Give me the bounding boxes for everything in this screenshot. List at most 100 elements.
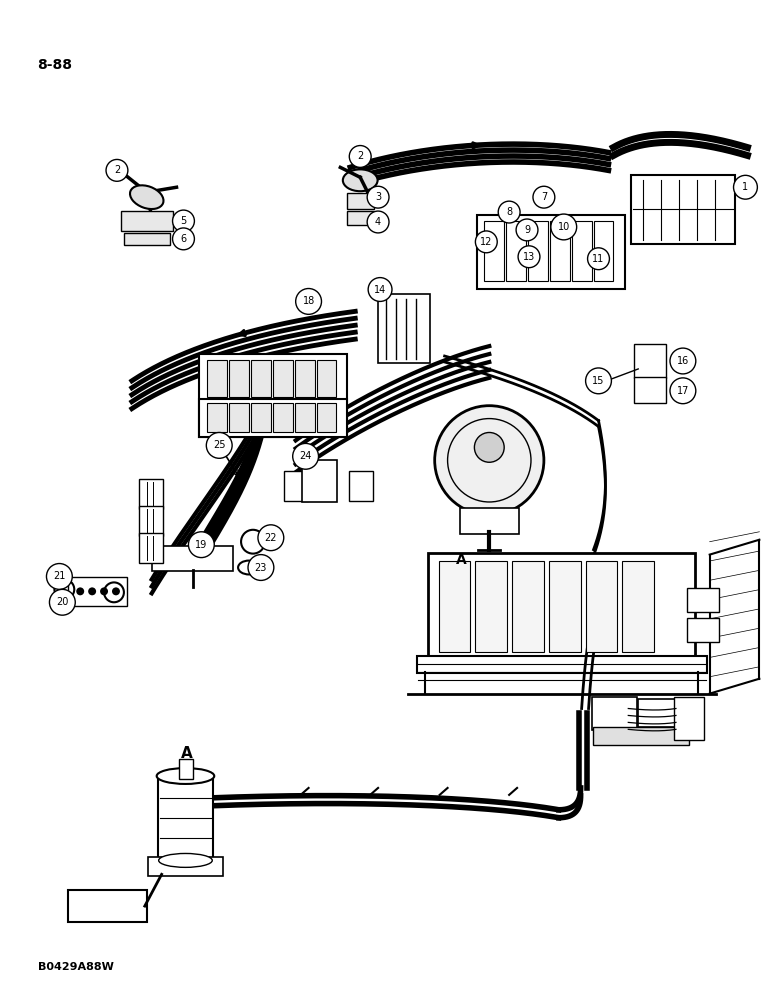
Circle shape <box>189 532 214 558</box>
Circle shape <box>47 564 73 589</box>
Circle shape <box>296 289 321 314</box>
FancyBboxPatch shape <box>572 221 591 281</box>
Text: 13: 13 <box>523 252 535 262</box>
FancyBboxPatch shape <box>251 360 271 397</box>
Text: 14: 14 <box>374 285 386 295</box>
Circle shape <box>434 406 544 515</box>
Text: 24: 24 <box>300 451 312 461</box>
Ellipse shape <box>343 169 378 191</box>
FancyBboxPatch shape <box>273 403 292 432</box>
Circle shape <box>258 525 284 551</box>
Circle shape <box>587 248 609 270</box>
FancyBboxPatch shape <box>484 221 504 281</box>
FancyBboxPatch shape <box>475 561 507 652</box>
Circle shape <box>516 219 538 241</box>
FancyBboxPatch shape <box>302 460 338 502</box>
Text: 9: 9 <box>524 225 530 235</box>
Circle shape <box>172 210 194 232</box>
Circle shape <box>474 432 504 462</box>
Circle shape <box>518 246 540 268</box>
Circle shape <box>76 587 84 595</box>
Text: 4: 4 <box>375 217 381 227</box>
FancyBboxPatch shape <box>591 697 637 730</box>
Circle shape <box>100 587 108 595</box>
FancyBboxPatch shape <box>634 344 666 378</box>
FancyBboxPatch shape <box>417 656 707 673</box>
FancyBboxPatch shape <box>622 561 654 652</box>
Text: 17: 17 <box>677 386 689 396</box>
FancyBboxPatch shape <box>550 221 569 281</box>
FancyBboxPatch shape <box>295 403 314 432</box>
Circle shape <box>733 175 757 199</box>
Ellipse shape <box>130 185 164 209</box>
Text: 1: 1 <box>743 182 749 192</box>
Text: 7: 7 <box>541 192 547 202</box>
FancyBboxPatch shape <box>207 403 227 432</box>
Circle shape <box>88 587 96 595</box>
FancyBboxPatch shape <box>586 561 617 652</box>
FancyBboxPatch shape <box>674 697 704 740</box>
Text: 22: 22 <box>264 533 277 543</box>
FancyBboxPatch shape <box>631 175 735 244</box>
Circle shape <box>368 278 392 301</box>
FancyBboxPatch shape <box>593 727 689 745</box>
Circle shape <box>586 368 612 394</box>
Text: 25: 25 <box>213 440 225 450</box>
FancyBboxPatch shape <box>124 233 169 245</box>
FancyBboxPatch shape <box>251 403 271 432</box>
FancyBboxPatch shape <box>317 403 336 432</box>
Circle shape <box>248 555 274 580</box>
FancyBboxPatch shape <box>349 471 373 501</box>
FancyBboxPatch shape <box>295 360 314 397</box>
FancyBboxPatch shape <box>229 360 249 397</box>
FancyBboxPatch shape <box>179 759 193 779</box>
FancyBboxPatch shape <box>158 774 213 862</box>
Text: 8-88: 8-88 <box>37 58 73 72</box>
FancyBboxPatch shape <box>207 360 227 397</box>
Text: A: A <box>456 553 467 567</box>
FancyBboxPatch shape <box>438 561 470 652</box>
Text: 3: 3 <box>375 192 381 202</box>
FancyBboxPatch shape <box>121 211 172 231</box>
FancyBboxPatch shape <box>594 221 613 281</box>
FancyBboxPatch shape <box>139 479 163 509</box>
FancyBboxPatch shape <box>459 508 519 534</box>
FancyBboxPatch shape <box>634 377 666 403</box>
Circle shape <box>551 214 576 240</box>
FancyBboxPatch shape <box>427 553 695 661</box>
FancyBboxPatch shape <box>69 890 147 922</box>
FancyBboxPatch shape <box>151 546 233 571</box>
Circle shape <box>670 378 696 404</box>
FancyBboxPatch shape <box>69 577 127 606</box>
FancyBboxPatch shape <box>477 215 626 289</box>
Text: 2: 2 <box>357 151 363 161</box>
Circle shape <box>49 589 75 615</box>
Circle shape <box>670 348 696 374</box>
Ellipse shape <box>157 768 214 784</box>
FancyBboxPatch shape <box>139 506 163 536</box>
FancyBboxPatch shape <box>687 618 718 642</box>
FancyBboxPatch shape <box>317 360 336 397</box>
FancyBboxPatch shape <box>506 221 526 281</box>
FancyBboxPatch shape <box>512 561 544 652</box>
Text: 8: 8 <box>506 207 512 217</box>
FancyBboxPatch shape <box>273 360 292 397</box>
Circle shape <box>367 186 389 208</box>
Text: A: A <box>181 746 193 761</box>
Circle shape <box>349 146 371 167</box>
Text: 10: 10 <box>558 222 570 232</box>
FancyBboxPatch shape <box>147 857 223 876</box>
FancyBboxPatch shape <box>200 399 347 437</box>
FancyBboxPatch shape <box>229 403 249 432</box>
Text: B0429A88W: B0429A88W <box>37 962 113 972</box>
Text: 12: 12 <box>480 237 492 247</box>
FancyBboxPatch shape <box>347 193 374 209</box>
FancyBboxPatch shape <box>378 294 430 363</box>
Text: 21: 21 <box>53 571 66 581</box>
Circle shape <box>112 587 120 595</box>
FancyBboxPatch shape <box>549 561 580 652</box>
Ellipse shape <box>158 853 212 867</box>
FancyBboxPatch shape <box>347 211 374 225</box>
Text: 11: 11 <box>592 254 604 264</box>
FancyBboxPatch shape <box>528 221 548 281</box>
